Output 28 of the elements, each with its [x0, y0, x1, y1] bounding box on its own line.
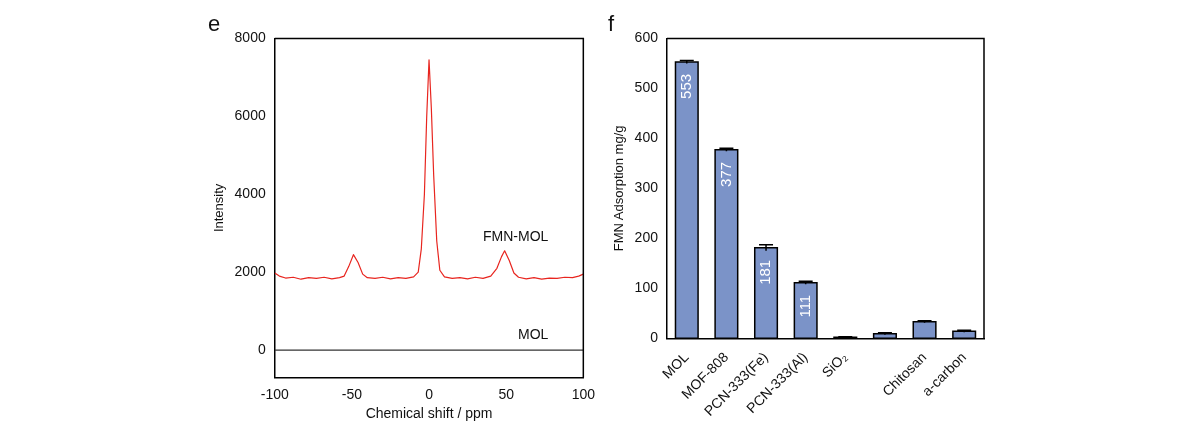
series-label: MOL	[517, 325, 549, 342]
y-tick-label: 4000	[234, 185, 266, 202]
x-tick-label: 0	[425, 385, 434, 402]
y-axis-title: Intensity	[211, 183, 227, 233]
chart-title: f	[608, 11, 615, 37]
y-tick-label: 300	[634, 179, 659, 196]
y-tick-label: 600	[634, 29, 659, 46]
y-tick-label: 200	[634, 229, 659, 246]
data-label: 181	[756, 259, 774, 285]
y-tick-label: 0	[650, 329, 659, 346]
y-tick-label: 2000	[234, 263, 266, 280]
y-tick-label: 6000	[234, 107, 266, 124]
series-label: FMN-MOL	[482, 228, 549, 244]
x-tick-label: 50	[498, 385, 515, 402]
x-tick-label: SiO₂	[818, 348, 851, 381]
y-tick-label: 400	[634, 129, 659, 146]
data-label: 377	[716, 161, 734, 187]
chart-title: e	[208, 11, 221, 37]
data-label: 553	[676, 73, 694, 99]
y-tick-label: 500	[634, 79, 659, 96]
x-tick-label: -100	[260, 385, 289, 402]
x-tick-label: 100	[571, 385, 596, 402]
x-tick-label: -50	[341, 385, 363, 402]
data-label: 111	[795, 294, 813, 318]
y-tick-label: 100	[634, 279, 659, 296]
x-axis-title: Chemical shift / ppm	[365, 405, 493, 422]
y-tick-label: 8000	[234, 29, 266, 46]
y-axis-title: FMN Adsorption mg/g	[611, 125, 627, 252]
